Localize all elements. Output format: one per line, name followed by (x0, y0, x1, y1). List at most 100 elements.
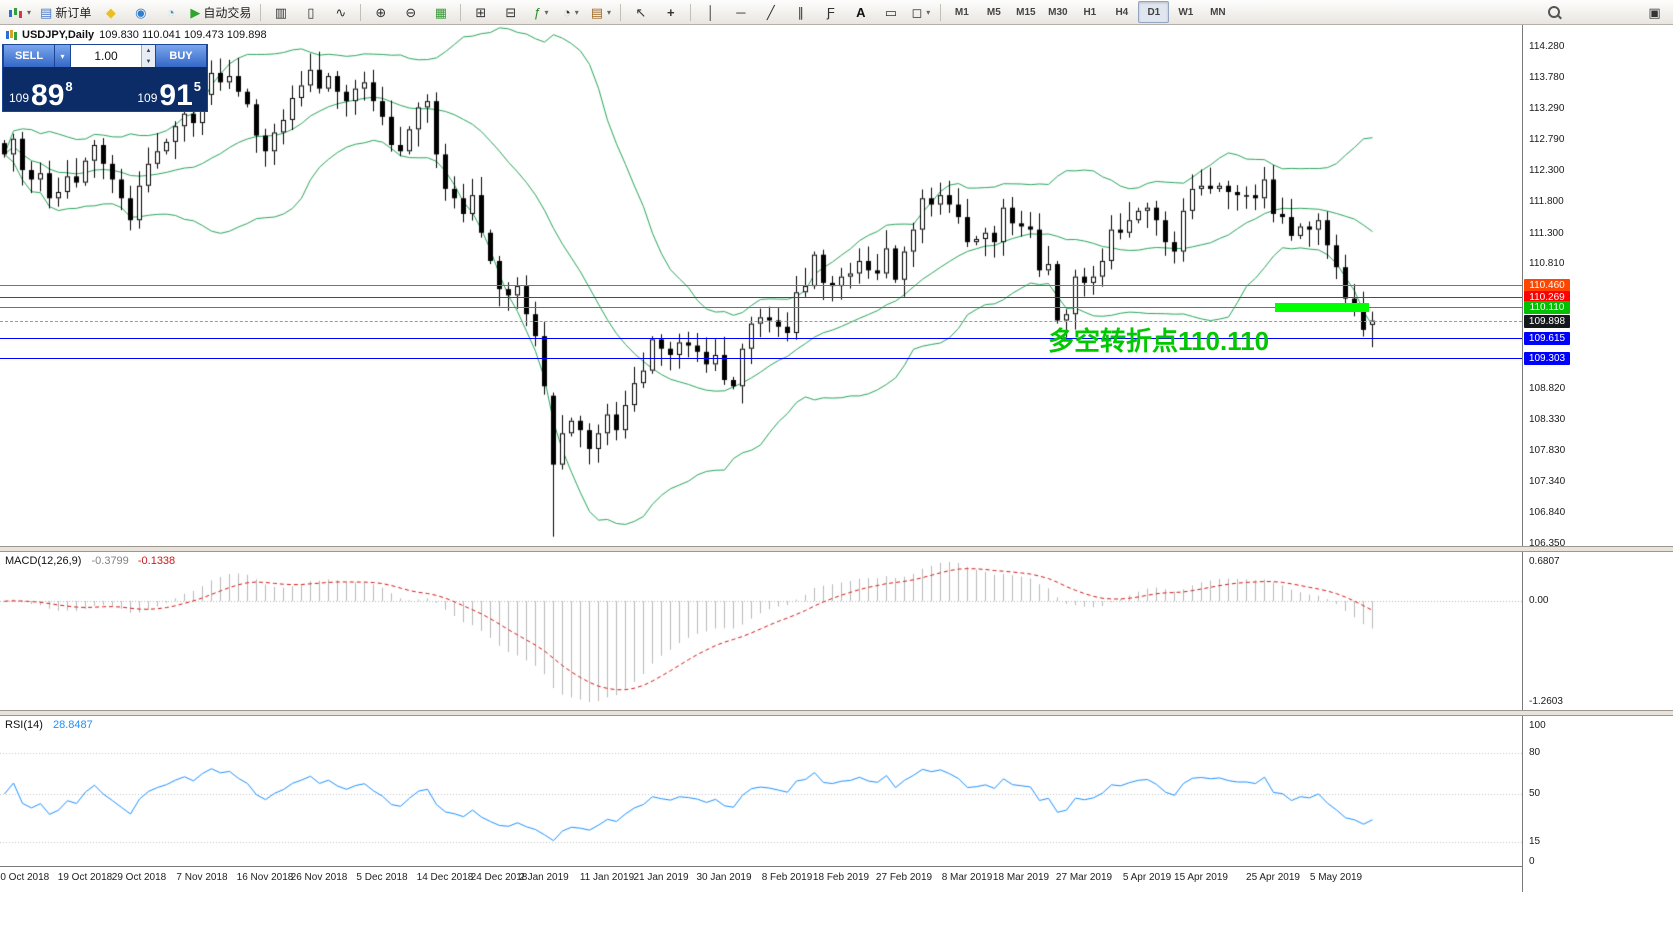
vertical-line-button[interactable]: │ (696, 1, 725, 23)
autotrading-button[interactable]: ▶ 自动交易 (186, 1, 255, 23)
date-axis-label: 15 Apr 2019 (1174, 872, 1228, 883)
zoom-out-button[interactable]: ⊖ (396, 1, 425, 23)
autotrading-label: 自动交易 (203, 5, 252, 20)
horizontal-line-object[interactable] (0, 338, 1522, 339)
grid-icon: ▦ (434, 4, 447, 20)
timeframe-group: M1 M5 M15 M30 H1 H4 D1 W1 MN (946, 1, 1233, 23)
timeframe-button-H1[interactable]: H1 (1083, 6, 1097, 18)
new-chart-icon (9, 9, 12, 17)
date-axis-label: 18 Mar 2019 (992, 872, 1050, 883)
horizontal-line-object[interactable] (0, 307, 1522, 308)
sell-button[interactable]: SELL (3, 45, 55, 67)
date-axis-label: 8 Mar 2019 (941, 872, 993, 883)
macd-indicator-label: MACD(12,26,9) -0.3799 -0.1338 (5, 555, 175, 567)
data-window-button[interactable]: ◔ (156, 1, 185, 23)
crosshair-button[interactable]: + (656, 1, 685, 23)
chevron-down-icon: ▾ (27, 7, 32, 17)
channel-button[interactable]: ∥ (786, 1, 815, 23)
line-chart-button[interactable]: ∿ (326, 1, 355, 23)
cascade-windows-icon: ⊟ (505, 4, 517, 20)
shapes-button[interactable]: ◻ ▾ (906, 1, 935, 23)
one-click-trading-panel: SELL ▾ 1.00 ▲ ▼ BUY 109 89 8 109 91 5 (2, 44, 208, 112)
new-order-label: 新订单 (55, 5, 92, 20)
timeframe-button-M5[interactable]: M5 (986, 6, 1001, 18)
buy-price-sup: 5 (193, 79, 201, 94)
price-tag: 109.615 (1524, 332, 1570, 345)
annotation-text[interactable]: 多空转折点110.110 (1048, 326, 1270, 356)
text-tool-button[interactable]: A (846, 1, 875, 23)
new-chart-button[interactable]: ▾ (4, 1, 35, 23)
macd-panel-canvas[interactable] (0, 552, 1522, 710)
date-axis-label: 5 Dec 2018 (356, 872, 408, 883)
bar-chart-icon: ▥ (274, 4, 287, 20)
toolbar-separator (260, 3, 262, 21)
panel-splitter[interactable] (0, 710, 1673, 716)
market-watch-button[interactable]: ◉ (126, 1, 155, 23)
date-axis-label: 2 Jan 2019 (519, 872, 569, 883)
timeframe-button-D1[interactable]: D1 (1138, 1, 1170, 23)
rsi-indicator-label: RSI(14) 28.8487 (5, 719, 93, 731)
timeframe-button-H4[interactable]: H4 (1115, 6, 1129, 18)
new-order-button[interactable]: ▤ 新订单 (36, 1, 95, 23)
panel-splitter[interactable] (0, 546, 1673, 552)
toolbar-separator (460, 3, 462, 21)
indicators-button[interactable]: ƒ ▾ (526, 1, 555, 23)
candlestick-chart-button[interactable]: ▯ (296, 1, 325, 23)
volume-stepper[interactable]: ▲ ▼ (141, 45, 155, 67)
cursor-button[interactable]: ↖ (626, 1, 655, 23)
timeframe-button-M1[interactable]: M1 (954, 6, 969, 18)
rsi-axis-label: 100 (1529, 720, 1546, 731)
macd-axis-label: 0.00 (1529, 595, 1549, 606)
layout-button[interactable]: ▣ (1640, 1, 1669, 23)
profiles-button[interactable]: ◆ (96, 1, 125, 23)
timeframe-button-M15[interactable]: M15 (1016, 6, 1036, 18)
price-tag: 110.110 (1524, 301, 1570, 314)
tile-windows-button[interactable]: ⊞ (466, 1, 495, 23)
periods-button[interactable]: ◔ ▾ (556, 1, 585, 23)
volume-field[interactable]: 1.00 ▲ ▼ (71, 45, 155, 67)
rsi-panel-canvas[interactable] (0, 716, 1522, 866)
volume-value[interactable]: 1.00 (94, 49, 118, 63)
buy-price[interactable]: 109 91 5 (137, 79, 201, 111)
horizontal-line-button[interactable]: ─ (726, 1, 755, 23)
data-window-icon: ◔ (166, 4, 175, 20)
templates-icon: ▤ (590, 4, 603, 20)
templates-button[interactable]: ▤ ▾ (586, 1, 615, 23)
price-axis-label: 111.800 (1529, 196, 1564, 208)
trendline-button[interactable]: ╱ (756, 1, 785, 23)
label-tool-button[interactable]: ▭ (876, 1, 905, 23)
rsi-axis-label: 50 (1529, 788, 1541, 799)
date-axis-label: 25 Apr 2019 (1246, 872, 1300, 883)
buy-button[interactable]: BUY (155, 45, 207, 67)
timeframe-button-W1[interactable]: W1 (1178, 6, 1194, 18)
time-axis[interactable]: 10 Oct 2018 19 Oct 2018 29 Oct 2018 7 Nov 2… (0, 866, 1522, 893)
clock-icon: ◔ (562, 4, 571, 20)
price-axis-label: 106.350 (1529, 537, 1566, 549)
date-axis-label: 30 Jan 2019 (696, 872, 752, 883)
chevron-down-icon: ▾ (606, 7, 611, 17)
timeframe-button-MN[interactable]: MN (1210, 6, 1226, 18)
crosshair-icon: + (667, 4, 675, 20)
volume-down-icon[interactable]: ▼ (142, 56, 155, 67)
profiles-icon: ◆ (105, 4, 116, 20)
grid-button[interactable]: ▦ (426, 1, 455, 23)
search-button[interactable] (1539, 1, 1568, 23)
price-axis[interactable]: 110.460 110.269 110.110 109.615 109.303 109.8… (1522, 25, 1673, 892)
price-axis-label: 112.300 (1529, 165, 1565, 177)
sell-price[interactable]: 109 89 8 (9, 79, 73, 111)
bar-chart-button[interactable]: ▥ (266, 1, 295, 23)
volume-up-icon[interactable]: ▲ (142, 45, 155, 56)
fibonacci-button[interactable]: Ƒ (816, 1, 845, 23)
highlight-rectangle[interactable] (1275, 303, 1369, 312)
zoom-in-button[interactable]: ⊕ (366, 1, 395, 23)
horizontal-line-object[interactable] (0, 285, 1522, 286)
date-axis-label: 14 Dec 2018 (416, 872, 474, 883)
horizontal-line-object[interactable] (0, 358, 1522, 359)
indicators-icon: ƒ (533, 4, 541, 20)
cascade-windows-button[interactable]: ⊟ (496, 1, 525, 23)
horizontal-line-object[interactable] (0, 297, 1522, 298)
volume-dropdown-button[interactable]: ▾ (55, 45, 71, 67)
timeframe-button-M30[interactable]: M30 (1048, 6, 1068, 18)
price-axis-label: 111.300 (1529, 227, 1564, 239)
price-axis-label: 110.810 (1529, 258, 1565, 270)
